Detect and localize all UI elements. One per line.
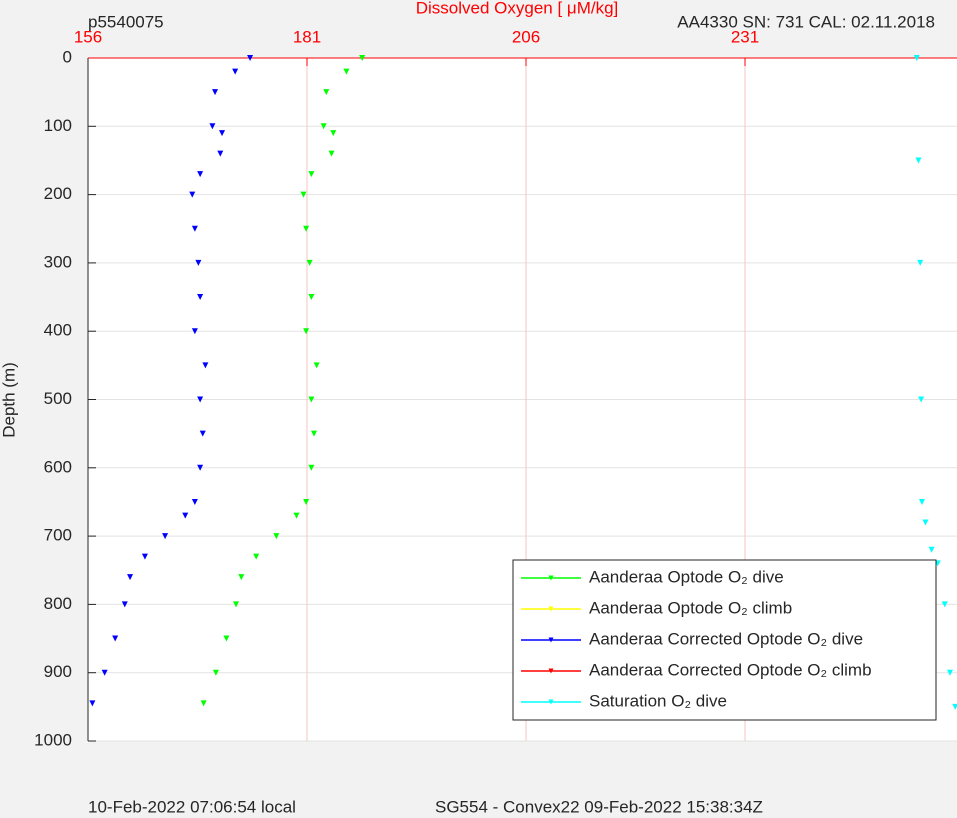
- data-point: [112, 635, 119, 642]
- data-point: [308, 464, 315, 471]
- data-point: [941, 601, 948, 608]
- data-point: [162, 533, 169, 540]
- data-point: [212, 669, 219, 676]
- y-tick-label: 900: [44, 662, 72, 681]
- legend-label: Aanderaa Corrected Optode O₂ dive: [589, 629, 863, 648]
- data-point: [191, 498, 198, 505]
- data-point: [195, 259, 202, 266]
- data-point: [191, 225, 198, 232]
- data-point: [197, 396, 204, 403]
- data-point: [946, 669, 953, 676]
- legend-label: Aanderaa Optode O₂ climb: [589, 598, 792, 617]
- marks: [89, 55, 957, 710]
- data-point: [303, 225, 310, 232]
- data-point: [182, 512, 189, 519]
- data-point: [359, 55, 366, 61]
- data-point: [101, 669, 108, 676]
- data-point: [306, 259, 313, 266]
- data-point: [928, 546, 935, 553]
- data-point: [917, 259, 924, 266]
- data-point: [202, 362, 209, 369]
- data-point: [303, 328, 310, 335]
- data-point: [197, 294, 204, 301]
- data-point: [209, 123, 216, 130]
- legend-label: Aanderaa Optode O₂ dive: [589, 567, 784, 586]
- legend: Aanderaa Optode O₂ dive Aanderaa Optode O…: [512, 559, 937, 721]
- data-point: [328, 150, 335, 157]
- y-tick-label: 1000: [34, 730, 72, 749]
- data-point: [197, 171, 204, 178]
- legend-label: Aanderaa Corrected Optode O₂ climb: [589, 660, 872, 679]
- y-tick-label: 100: [44, 116, 72, 135]
- data-point: [233, 601, 240, 608]
- data-point: [199, 430, 206, 437]
- data-point: [300, 191, 307, 198]
- x-tick-label: 181: [293, 27, 321, 46]
- legend-marker: [548, 575, 554, 581]
- data-point: [189, 191, 196, 198]
- data-point: [918, 498, 925, 505]
- data-point: [330, 130, 337, 137]
- data-point: [293, 512, 300, 519]
- data-point: [200, 700, 207, 707]
- grid: 0 100 200 300 400 500 600 700 800 900 1000 156 181 20…: [34, 27, 957, 749]
- data-point: [191, 328, 198, 335]
- y-tick-label: 400: [44, 321, 72, 340]
- data-point: [311, 430, 318, 437]
- data-point: [303, 498, 310, 505]
- data-point: [913, 55, 920, 61]
- data-point: [273, 533, 280, 540]
- data-point: [121, 601, 128, 608]
- data-point: [223, 635, 230, 642]
- x-tick-label: 206: [512, 27, 540, 46]
- data-point: [89, 700, 96, 707]
- legend-marker: [548, 637, 554, 643]
- y-tick-label: 200: [44, 184, 72, 203]
- legend-marker: [548, 606, 554, 612]
- data-point: [323, 89, 330, 96]
- data-point: [238, 574, 245, 581]
- legend-label: Saturation O₂ dive: [589, 691, 727, 710]
- data-point: [952, 703, 957, 710]
- y-axis-label: Depth (m): [0, 362, 18, 438]
- data-point: [141, 553, 148, 560]
- legend-marker: [548, 699, 554, 705]
- data-point: [313, 362, 320, 369]
- legend-box: [512, 559, 937, 721]
- data-point: [217, 150, 224, 157]
- data-point: [922, 519, 929, 526]
- x-tick-label: 156: [74, 27, 102, 46]
- right-label: AA4330 SN: 731 CAL: 02.11.2018: [677, 12, 935, 31]
- data-point: [308, 171, 315, 178]
- data-point: [212, 89, 219, 96]
- data-point: [343, 68, 350, 75]
- data-point: [197, 464, 204, 471]
- y-tick-label: 800: [44, 594, 72, 613]
- data-point: [308, 396, 315, 403]
- footer-left: 10-Feb-2022 07:06:54 local: [88, 797, 296, 816]
- y-tick-label: 700: [44, 526, 72, 545]
- legend-marker: [548, 668, 554, 674]
- data-point: [253, 553, 260, 560]
- data-point: [915, 157, 922, 164]
- left-label: p5540075: [88, 12, 164, 31]
- data-point: [247, 55, 254, 61]
- chart-title: Dissolved Oxygen [ μM/kg]: [416, 0, 619, 17]
- y-tick-label: 0: [63, 47, 72, 66]
- footer-right: SG554 - Convex22 09-Feb-2022 15:38:34Z: [435, 797, 763, 816]
- data-point: [918, 396, 925, 403]
- data-point: [308, 294, 315, 301]
- y-tick-label: 300: [44, 252, 72, 271]
- data-point: [127, 574, 134, 581]
- y-tick-label: 600: [44, 457, 72, 476]
- data-point: [219, 130, 226, 137]
- y-tick-label: 500: [44, 389, 72, 408]
- x-tick-label: 231: [731, 27, 759, 46]
- data-point: [320, 123, 327, 130]
- data-point: [232, 68, 239, 75]
